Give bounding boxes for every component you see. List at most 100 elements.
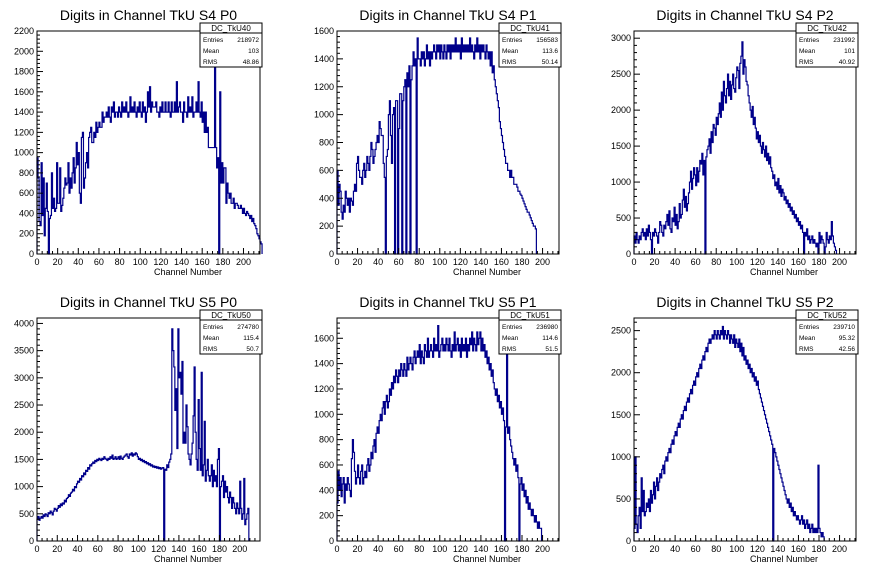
histogram-series xyxy=(336,37,537,255)
x-tick-label: 60 xyxy=(394,544,404,554)
stats-box: DC_TkU40 Entries 218972 Mean 103 RMS 48.86 xyxy=(199,22,263,68)
stats-row-value: 231992 xyxy=(833,37,855,44)
x-tick-label: 140 xyxy=(473,544,488,554)
x-tick-label: 160 xyxy=(195,257,210,267)
y-tick-label: 3000 xyxy=(611,33,631,43)
stats-row-value: 239710 xyxy=(833,324,855,331)
x-tick-label: 120 xyxy=(153,257,168,267)
y-tick-label: 2000 xyxy=(611,105,631,115)
histogram-panel-3: Digits in Channel TkU S4 P2 0 20 40 60 80 100 1… xyxy=(611,7,859,277)
y-tick-label: 3500 xyxy=(14,346,34,356)
x-tick-label: 60 xyxy=(93,544,103,554)
y-tick-label: 1000 xyxy=(611,452,631,462)
x-tick-label: 60 xyxy=(94,257,104,267)
stats-box: DC_TkU51 Entries 236980 Mean 114.6 RMS 51.5 xyxy=(498,309,562,355)
y-tick-label: 0 xyxy=(329,249,334,259)
histogram-panel-2: Digits in Channel TkU S4 P1 0 20 40 60 80 100 1… xyxy=(314,7,562,277)
stats-box-name: DC_TkU52 xyxy=(807,311,847,320)
y-tick-label: 200 xyxy=(319,221,334,231)
stats-row-label: Entries xyxy=(203,37,224,44)
x-tick-label: 0 xyxy=(34,257,39,267)
stats-box-name: DC_TkU41 xyxy=(510,24,550,33)
x-axis-label: Channel Number xyxy=(750,267,818,277)
x-axis-label: Channel Number xyxy=(154,267,222,277)
stats-row-label: Mean xyxy=(502,48,519,55)
x-tick-label: 160 xyxy=(791,544,806,554)
x-tick-label: 100 xyxy=(729,257,744,267)
y-tick-label: 1200 xyxy=(14,127,34,137)
y-tick-label: 800 xyxy=(319,435,334,445)
chart-title: Digits in Channel TkU S4 P0 xyxy=(60,7,237,23)
chart-title: Digits in Channel TkU S4 P1 xyxy=(359,7,536,23)
x-tick-label: 40 xyxy=(670,257,680,267)
x-axis-label: Channel Number xyxy=(154,554,222,564)
stats-row-label: RMS xyxy=(502,59,517,66)
x-tick-label: 80 xyxy=(414,257,424,267)
histogram-series xyxy=(633,325,825,542)
y-tick-label: 200 xyxy=(19,229,34,239)
stats-row-value: 50.14 xyxy=(542,59,559,66)
stats-row-label: Mean xyxy=(799,48,816,55)
x-tick-label: 0 xyxy=(631,544,636,554)
y-tick-label: 1000 xyxy=(14,148,34,158)
stats-row-value: 236980 xyxy=(536,324,558,331)
x-tick-label: 20 xyxy=(53,257,63,267)
stats-row-label: Entries xyxy=(203,324,224,331)
stats-row-value: 114.6 xyxy=(542,335,558,342)
x-tick-label: 40 xyxy=(373,544,383,554)
x-axis-label: Channel Number xyxy=(453,554,521,564)
x-tick-label: 120 xyxy=(151,544,166,554)
x-tick-label: 120 xyxy=(453,257,468,267)
stats-row-value: 113.6 xyxy=(542,48,558,55)
x-tick-label: 0 xyxy=(334,257,339,267)
x-tick-label: 200 xyxy=(535,257,550,267)
y-tick-label: 2500 xyxy=(14,400,34,410)
stats-box-name: DC_TkU50 xyxy=(211,311,251,320)
y-tick-label: 400 xyxy=(319,193,334,203)
x-tick-label: 180 xyxy=(212,544,227,554)
y-tick-label: 1500 xyxy=(611,410,631,420)
x-tick-label: 120 xyxy=(453,544,468,554)
y-tick-label: 800 xyxy=(19,168,34,178)
stats-box-frame xyxy=(199,22,263,68)
y-tick-label: 500 xyxy=(616,213,631,223)
stats-box: DC_TkU42 Entries 231992 Mean 101 RMS 40.92 xyxy=(795,22,859,68)
stats-row-value: 51.5 xyxy=(545,346,558,353)
y-tick-label: 1800 xyxy=(14,67,34,77)
y-tick-label: 0 xyxy=(626,249,631,259)
x-tick-label: 180 xyxy=(514,257,529,267)
x-tick-label: 80 xyxy=(113,544,123,554)
stats-row-label: Mean xyxy=(502,335,519,342)
stats-row-label: Mean xyxy=(203,48,220,55)
y-tick-label: 800 xyxy=(319,138,334,148)
stats-row-label: RMS xyxy=(203,59,218,66)
x-tick-label: 40 xyxy=(73,544,83,554)
x-tick-label: 40 xyxy=(670,544,680,554)
y-tick-label: 400 xyxy=(19,208,34,218)
x-tick-label: 80 xyxy=(711,544,721,554)
x-tick-label: 40 xyxy=(373,257,383,267)
x-tick-label: 60 xyxy=(394,257,404,267)
y-tick-label: 0 xyxy=(29,536,34,546)
plot-frame xyxy=(36,30,261,255)
y-tick-label: 600 xyxy=(319,460,334,470)
stats-row-value: 48.86 xyxy=(243,59,260,66)
chart-title: Digits in Channel TkU S5 P2 xyxy=(656,294,833,310)
y-tick-label: 2000 xyxy=(14,46,34,56)
histogram-panel-1: Digits in Channel TkU S4 P0 0 20 40 60 80 100 1… xyxy=(14,7,263,277)
y-tick-label: 1600 xyxy=(314,333,334,343)
stats-row-label: Entries xyxy=(799,324,820,331)
stats-row-value: 42.56 xyxy=(839,346,856,353)
stats-row-label: RMS xyxy=(799,346,814,353)
y-tick-label: 1000 xyxy=(14,482,34,492)
stats-box-name: DC_TkU40 xyxy=(211,24,251,33)
x-tick-label: 80 xyxy=(711,257,721,267)
x-tick-label: 120 xyxy=(750,257,765,267)
stats-row-label: Mean xyxy=(203,335,220,342)
x-tick-label: 100 xyxy=(131,544,146,554)
y-tick-label: 2000 xyxy=(14,427,34,437)
x-tick-label: 160 xyxy=(494,544,509,554)
x-tick-label: 200 xyxy=(535,544,550,554)
stats-row-value: 95.32 xyxy=(839,335,856,342)
x-tick-label: 0 xyxy=(34,544,39,554)
